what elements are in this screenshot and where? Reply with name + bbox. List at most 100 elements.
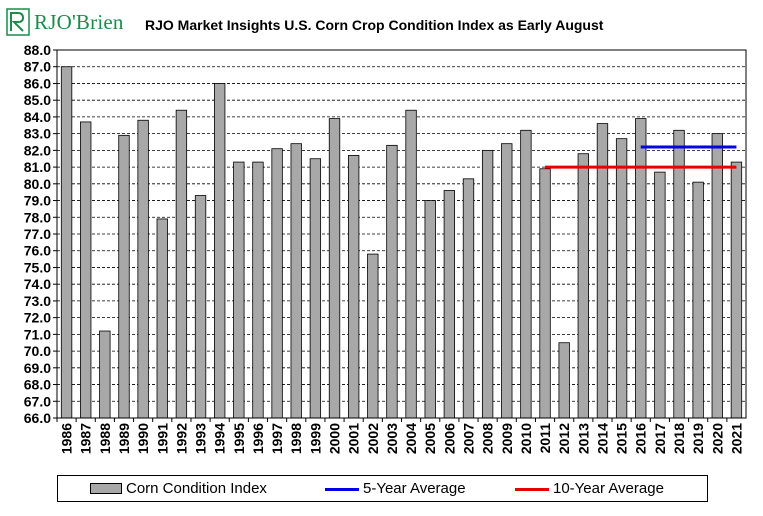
y-tick-label: 88.0: [24, 42, 51, 58]
legend-swatch-10-year-line: [515, 488, 549, 491]
y-tick-label: 69.0: [24, 360, 51, 376]
x-tick-label: 2009: [499, 423, 515, 454]
bar-2008: [481, 149, 494, 419]
x-tick-label: 2000: [327, 423, 343, 454]
grid-lines: [57, 50, 746, 418]
legend-item-10-year-average: 10-Year Average: [515, 480, 705, 498]
bar-1994: [214, 83, 226, 419]
x-tick-label: 1995: [231, 423, 247, 454]
y-tick-label: 85.0: [24, 92, 51, 108]
y-tick-label: 84.0: [24, 109, 51, 125]
bar-2001: [347, 154, 360, 419]
bar-1996: [252, 161, 264, 419]
y-tick-labels: 66.067.068.069.070.071.072.073.074.075.0…: [24, 42, 51, 426]
bar-2012: [558, 342, 570, 419]
bar-2018: [673, 129, 685, 419]
legend-label: 5-Year Average: [363, 480, 466, 497]
x-tick-label: 2021: [728, 423, 744, 454]
bar-2016: [635, 118, 647, 419]
x-tick-label: 2002: [365, 423, 381, 454]
x-tick-label: 2011: [537, 423, 553, 454]
x-tick-label: 2003: [384, 423, 400, 454]
y-tick-label: 66.0: [24, 410, 51, 426]
bar-2021: [730, 161, 743, 419]
x-tick-label: 1999: [307, 423, 323, 454]
x-tick-label: 2012: [556, 423, 572, 454]
x-tick-label: 1994: [212, 423, 228, 454]
x-tick-label: 1992: [173, 423, 189, 454]
chart-title: RJO Market Insights U.S. Corn Crop Condi…: [145, 17, 604, 33]
bar-1988: [99, 330, 111, 419]
bar-1995: [233, 161, 245, 419]
bar-2010: [520, 129, 532, 419]
x-tick-label: 2013: [575, 423, 591, 454]
legend-label: 10-Year Average: [553, 480, 664, 497]
x-tick-label: 2020: [709, 423, 725, 454]
x-tick-label: 2005: [422, 423, 438, 454]
bar-2006: [443, 190, 456, 419]
plot-area: [57, 50, 746, 418]
y-tick-label: 77.0: [24, 226, 51, 242]
bar-1989: [118, 134, 130, 419]
bar-2020: [711, 133, 723, 419]
bar-2004: [405, 109, 417, 419]
average-lines: [545, 145, 737, 169]
x-tick-labels: 1986 1987 1988 1989 1990 1991 1992 1993 1994 1995…: [59, 423, 745, 454]
bar-1999: [309, 158, 322, 419]
bar-1998: [290, 143, 302, 419]
bar-2011: [539, 168, 551, 419]
x-tick-label: 2016: [633, 423, 649, 454]
bar-1986: [60, 66, 73, 419]
x-tick-label: 2015: [614, 423, 630, 454]
legend-swatch-bar: [90, 483, 122, 494]
y-tick-label: 72.0: [24, 310, 51, 326]
legend-swatch-5-year-line: [325, 488, 359, 491]
x-tick-label: 2004: [403, 423, 419, 454]
x-tick-label: 2017: [652, 423, 668, 454]
legend-item-5-year-average: 5-Year Average: [325, 480, 515, 498]
y-tick-label: 67.0: [24, 393, 51, 409]
y-tick-label: 73.0: [24, 293, 51, 309]
x-tick-label: 1996: [250, 423, 266, 454]
y-tick-label: 75.0: [24, 259, 51, 275]
y-tick-label: 87.0: [24, 59, 51, 75]
x-tick-label: 1990: [135, 423, 151, 454]
y-tick-label: 68.0: [24, 377, 51, 393]
y-tick-label: 79.0: [24, 193, 51, 209]
legend-item-corn-condition-index: Corn Condition Index: [90, 480, 310, 498]
x-tick-label: 2018: [671, 423, 687, 454]
plot-border: [56, 49, 747, 419]
y-tick-label: 70.0: [24, 343, 51, 359]
x-tick-label: 2014: [594, 423, 610, 454]
x-tick-label: 1988: [97, 423, 113, 454]
x-tick-label: 1987: [78, 423, 94, 454]
bar-2015: [615, 138, 628, 419]
bar-chart: 66.067.068.069.070.071.072.073.074.075.0…: [24, 42, 747, 454]
y-tick-label: 80.0: [24, 176, 51, 192]
x-tick-label: 1998: [288, 423, 304, 454]
rjo-logo-icon: [6, 8, 30, 36]
bar-2009: [501, 143, 513, 419]
axes: [53, 49, 747, 422]
y-tick-label: 86.0: [24, 75, 51, 91]
bar-2000: [328, 118, 341, 419]
bars: [60, 66, 743, 419]
y-tick-label: 74.0: [24, 276, 51, 292]
y-tick-label: 76.0: [24, 243, 51, 259]
brand-logo: RJO'Brien: [6, 8, 136, 38]
x-tick-label: 2006: [441, 423, 457, 454]
brand-name: RJO'Brien: [34, 10, 124, 34]
x-tick-label: 1989: [116, 423, 132, 454]
bar-1997: [271, 148, 283, 419]
x-tick-label: 2019: [690, 423, 706, 454]
x-tick-label: 2007: [460, 423, 476, 454]
bar-2003: [386, 144, 398, 419]
bar-1987: [80, 121, 92, 419]
bar-2002: [367, 253, 379, 419]
x-tick-label: 1986: [59, 423, 75, 454]
legend: Corn Condition Index 5-Year Average 10-Y…: [57, 475, 708, 502]
y-tick-label: 82.0: [24, 142, 51, 158]
legend-label: Corn Condition Index: [126, 480, 267, 497]
y-tick-label: 83.0: [24, 126, 51, 142]
bar-1993: [194, 195, 207, 419]
